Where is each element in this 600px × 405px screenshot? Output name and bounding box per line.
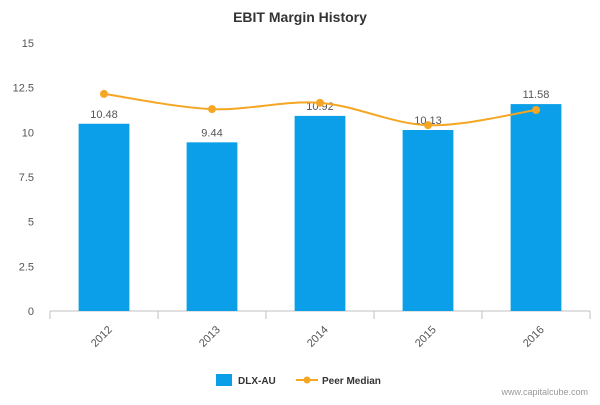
y-tick-label: 15 bbox=[22, 38, 34, 50]
bar-data-label: 10.48 bbox=[90, 109, 118, 121]
bar-series bbox=[78, 104, 562, 312]
peer-median-point bbox=[100, 89, 108, 98]
bar bbox=[510, 104, 562, 311]
x-tick-label: 2016 bbox=[521, 324, 547, 350]
legend-label: Peer Median bbox=[322, 376, 381, 387]
bar bbox=[186, 142, 238, 311]
y-tick-label: 12.5 bbox=[13, 83, 34, 95]
bar-data-label: 11.58 bbox=[523, 89, 550, 101]
y-axis: 0 2.5 5 7.5 10 12.5 15 bbox=[13, 38, 34, 318]
peer-median-point bbox=[316, 98, 324, 107]
y-tick-label: 2.5 bbox=[19, 261, 34, 273]
y-tick-label: 10 bbox=[22, 127, 34, 139]
legend-swatch-bar bbox=[216, 374, 232, 386]
peer-median-series bbox=[100, 89, 540, 130]
bar bbox=[294, 115, 346, 312]
chart-title: EBIT Margin History bbox=[233, 9, 367, 25]
peer-median-point bbox=[424, 121, 432, 130]
x-tick-label: 2013 bbox=[197, 324, 223, 350]
x-tick-label: 2015 bbox=[413, 324, 439, 350]
legend: DLX-AU Peer Median bbox=[216, 374, 381, 387]
legend-label: DLX-AU bbox=[238, 376, 276, 387]
bar bbox=[402, 130, 454, 311]
bar-data-label: 9.44 bbox=[201, 127, 222, 139]
y-tick-label: 5 bbox=[28, 217, 34, 229]
peer-median-point bbox=[532, 106, 540, 114]
x-tick-label: 2012 bbox=[89, 324, 115, 350]
y-tick-label: 0 bbox=[28, 306, 34, 318]
x-axis: 2012 2013 2014 2015 2016 bbox=[49, 310, 591, 350]
x-tick-label: 2014 bbox=[305, 324, 331, 350]
watermark: www.capitalcube.com bbox=[500, 387, 588, 397]
legend-swatch-marker bbox=[303, 376, 311, 384]
bar bbox=[78, 123, 130, 312]
y-tick-label: 7.5 bbox=[19, 172, 34, 184]
peer-median-point bbox=[208, 105, 216, 114]
